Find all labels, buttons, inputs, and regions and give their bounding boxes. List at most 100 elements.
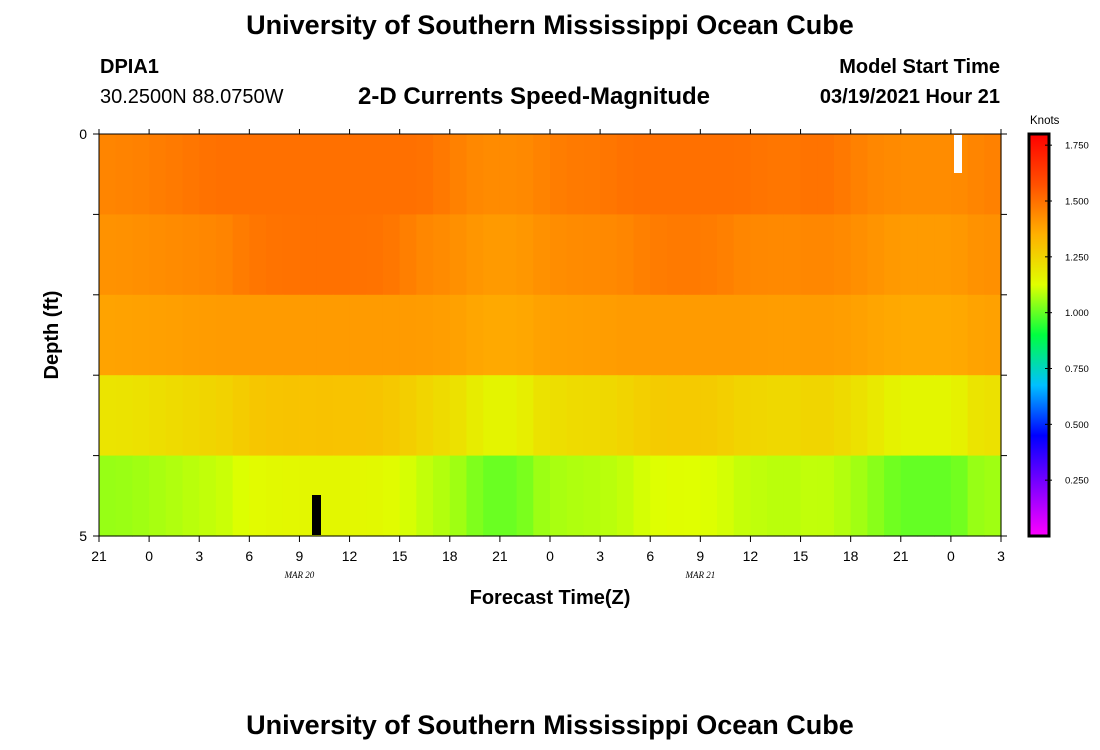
heatmap-cell <box>550 134 568 215</box>
heatmap-cell <box>767 294 785 376</box>
heatmap-cell <box>165 294 184 376</box>
heatmap-cell <box>132 214 150 296</box>
heatmap-cell <box>232 214 250 296</box>
heatmap-cell <box>316 294 334 376</box>
heatmap-cell <box>499 214 518 296</box>
y-axis-label: Depth (ft) <box>41 291 63 380</box>
heatmap-cell <box>700 214 718 296</box>
heatmap-cell <box>449 214 468 296</box>
heatmap-cell <box>800 214 818 296</box>
heatmap-cell <box>399 214 417 296</box>
heatmap-cell <box>733 294 752 376</box>
heatmap-cell <box>433 134 451 215</box>
heatmap-cell <box>583 214 601 296</box>
heatmap-cell <box>99 375 117 457</box>
heatmap-cell <box>717 455 735 537</box>
heatmap-cell <box>199 375 217 457</box>
heatmap-cell <box>984 294 1002 376</box>
heatmap-cell <box>199 294 217 376</box>
heatmap-cell <box>967 214 985 296</box>
heatmap-cell <box>566 214 584 296</box>
heatmap-cell <box>266 134 284 215</box>
heatmap-cell <box>633 214 651 296</box>
heatmap-cell <box>884 294 902 376</box>
heatmap-cell <box>600 455 618 537</box>
heatmap-cell <box>633 294 651 376</box>
heatmap-cell <box>449 134 468 215</box>
heatmap-cell <box>850 134 868 215</box>
heatmap-cell <box>382 455 401 537</box>
x-tick-label: 12 <box>342 548 358 564</box>
station-id: DPIA1 <box>100 56 159 78</box>
heatmap-cell <box>115 214 133 296</box>
heatmap-cell <box>867 134 885 215</box>
heatmap-cell <box>917 294 935 376</box>
heatmap-cell <box>683 214 701 296</box>
heatmap-cell <box>633 455 651 537</box>
x-tick-label: 0 <box>145 548 153 564</box>
heatmap-cell <box>967 375 985 457</box>
heatmap-cell <box>249 455 267 537</box>
heatmap-cell <box>800 455 818 537</box>
heatmap-cell <box>566 455 584 537</box>
heatmap-cell <box>750 214 768 296</box>
heatmap-cell <box>633 134 651 215</box>
x-tick-label: 21 <box>492 548 508 564</box>
heatmap-cell <box>950 455 969 537</box>
heatmap-cell <box>717 134 735 215</box>
heatmap-cell <box>215 455 234 537</box>
x-tick-label: 21 <box>893 548 909 564</box>
heatmap-cell <box>466 294 484 376</box>
heatmap-cell <box>249 134 267 215</box>
x-tick-label: 21 <box>91 548 107 564</box>
x-tick-label: 6 <box>245 548 253 564</box>
x-axis-label: Forecast Time(Z) <box>470 587 631 609</box>
heatmap-cell <box>516 214 534 296</box>
heatmap-cell <box>934 455 952 537</box>
heatmap-cell <box>917 134 935 215</box>
heatmap-cell <box>733 134 752 215</box>
heatmap-cell <box>566 294 584 376</box>
heatmap-cell <box>299 294 317 376</box>
heatmap-cell <box>833 214 852 296</box>
heatmap-cell <box>149 375 167 457</box>
heatmap-cell <box>700 455 718 537</box>
x-tick-label: 9 <box>296 548 304 564</box>
heatmap-cell <box>115 294 133 376</box>
heatmap-cell <box>850 455 868 537</box>
heatmap-cell <box>433 455 451 537</box>
heatmap-cell <box>249 375 267 457</box>
heatmap-cell <box>833 375 852 457</box>
heatmap-cell <box>182 294 200 376</box>
heatmap-cell <box>282 214 301 296</box>
heatmap-cell <box>817 214 835 296</box>
y-tick-label: 5 <box>79 528 87 544</box>
heatmap-cell <box>616 294 635 376</box>
x-date-label: MAR 21 <box>684 570 715 580</box>
heatmap-cell <box>583 134 601 215</box>
colorbar-gradient <box>1027 132 1051 538</box>
x-tick-label: 0 <box>546 548 554 564</box>
missing-data-bar-white <box>954 135 962 173</box>
heatmap-cell <box>199 455 217 537</box>
heatmap-cell <box>867 294 885 376</box>
heatmap-cell <box>616 214 635 296</box>
heatmap-cell <box>767 134 785 215</box>
heatmap-cell <box>733 375 752 457</box>
y-tick-label: 0 <box>79 126 87 142</box>
plot-title: 2-D Currents Speed-Magnitude <box>358 83 711 110</box>
heatmap-cell <box>900 214 919 296</box>
heatmap-cell <box>282 375 301 457</box>
heatmap-cell <box>266 375 284 457</box>
heatmap-cell <box>900 294 919 376</box>
x-tick-label: 18 <box>442 548 458 564</box>
heatmap-cell <box>533 134 551 215</box>
heatmap-cell <box>817 375 835 457</box>
heatmap-cell <box>399 134 417 215</box>
heatmap-cell <box>382 214 401 296</box>
heatmap-cell <box>416 294 434 376</box>
heatmap-cell <box>483 294 501 376</box>
heatmap-cell <box>366 375 384 457</box>
heatmap-cell <box>550 375 568 457</box>
heatmap-cell <box>717 375 735 457</box>
